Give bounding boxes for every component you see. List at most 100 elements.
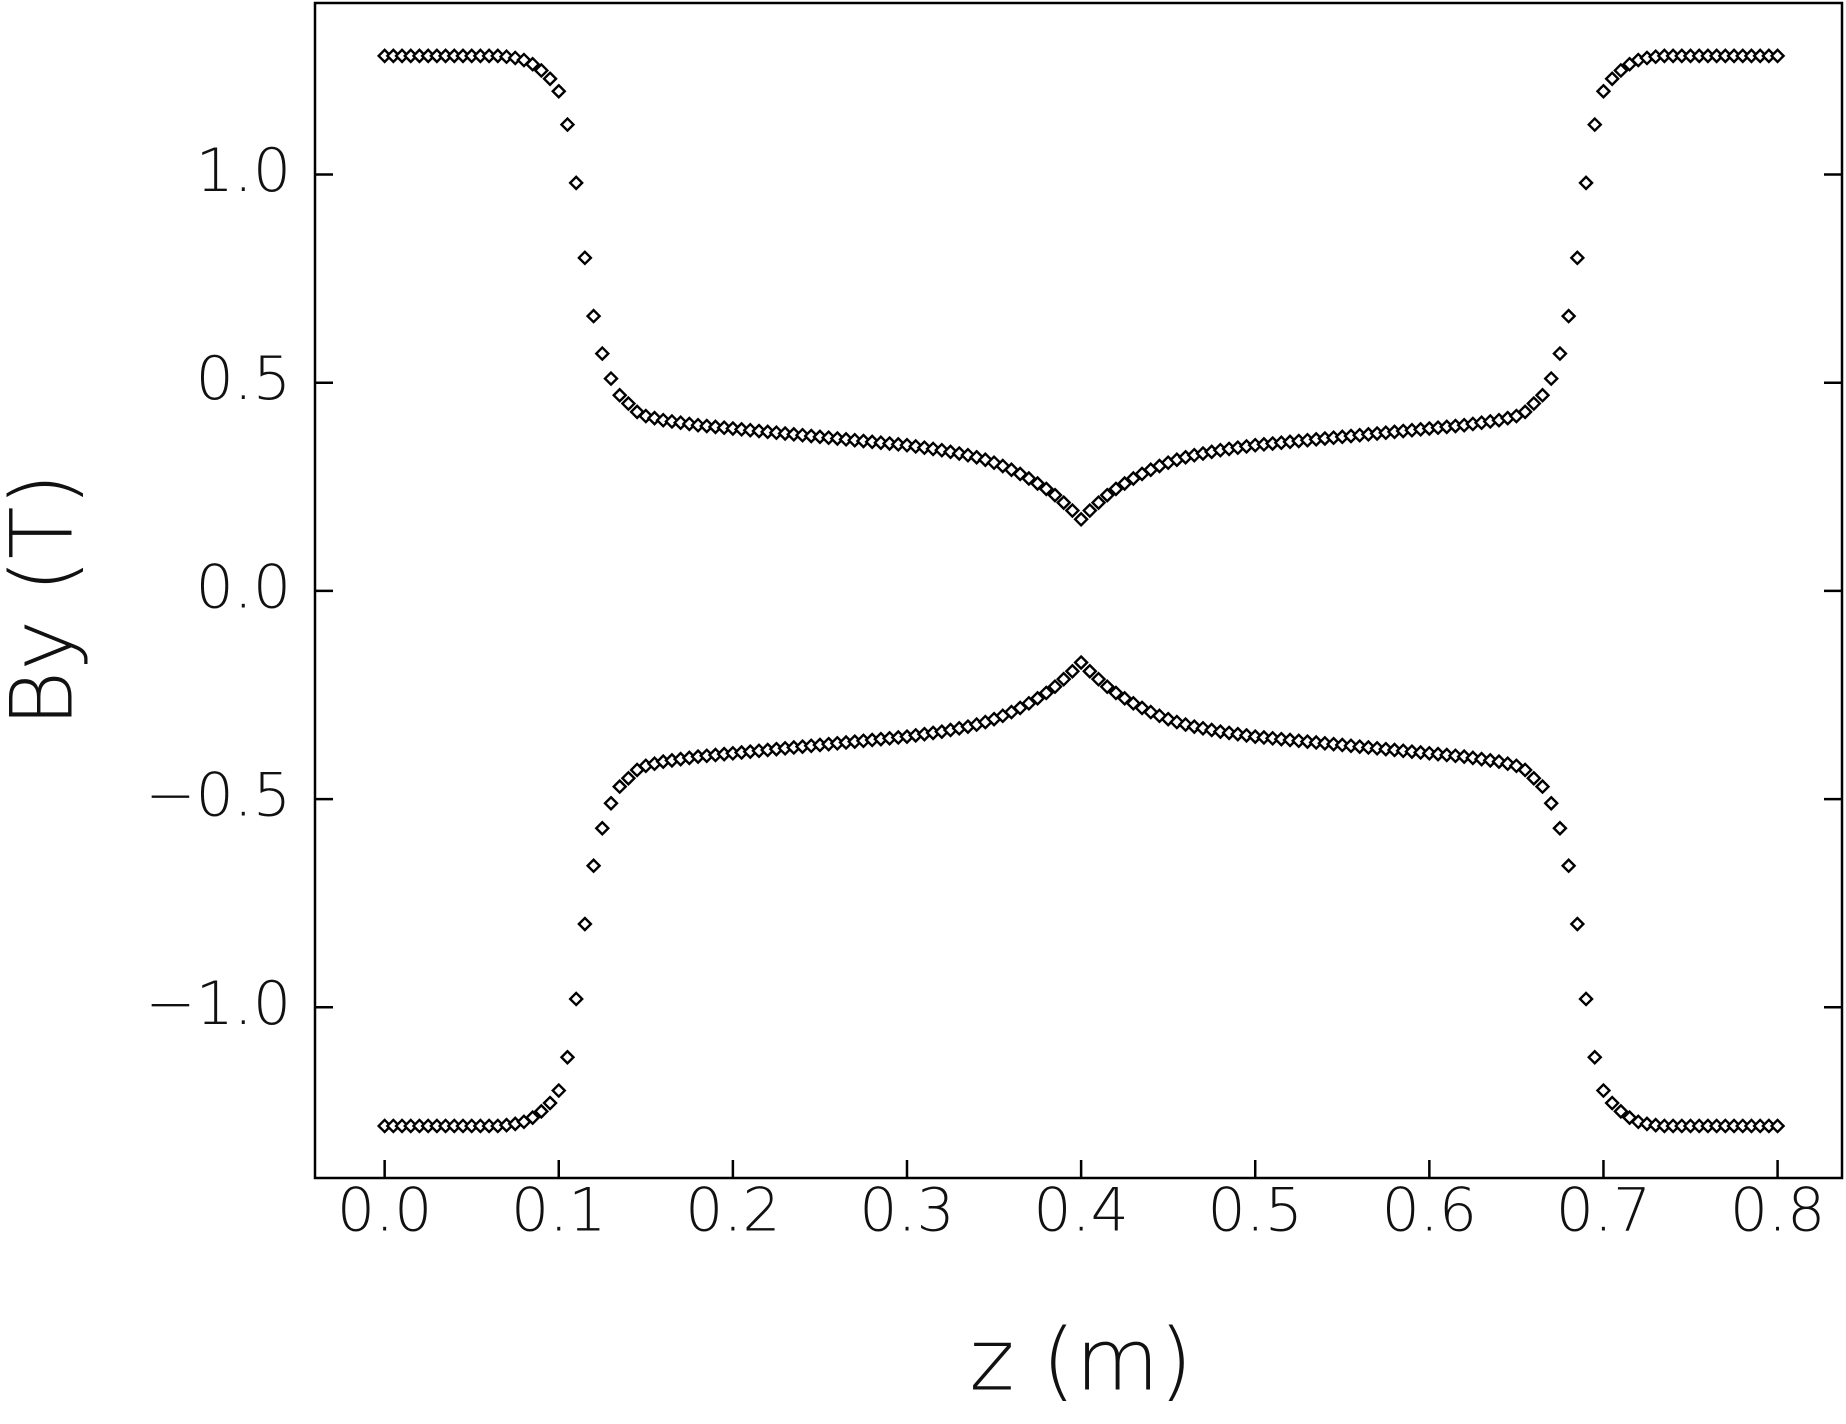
x-axis-label: z (m) xyxy=(969,1311,1192,1411)
marker xyxy=(577,250,593,266)
marker xyxy=(1569,250,1586,266)
x-tick-label: 0.5 xyxy=(1208,1176,1303,1246)
marker xyxy=(1769,48,1786,64)
marker xyxy=(1073,654,1089,671)
marker xyxy=(934,442,950,458)
marker xyxy=(1099,678,1115,695)
marker xyxy=(1595,83,1612,99)
y-tick-label: −0.5 xyxy=(145,761,291,831)
marker xyxy=(603,795,619,811)
y-tick-label: 0.0 xyxy=(196,552,291,622)
marker xyxy=(498,49,515,65)
marker xyxy=(1021,470,1037,487)
marker xyxy=(551,1082,567,1099)
marker xyxy=(620,395,637,412)
marker xyxy=(1526,770,1542,786)
marker xyxy=(1021,695,1037,712)
marker xyxy=(1482,752,1498,769)
marker xyxy=(1160,711,1176,727)
marker xyxy=(1578,991,1594,1007)
marker xyxy=(585,308,602,324)
marker xyxy=(1473,751,1490,767)
marker xyxy=(1517,762,1533,778)
marker xyxy=(655,412,671,428)
marker xyxy=(1526,395,1542,412)
marker xyxy=(542,71,558,87)
y-axis-label: By (T) xyxy=(0,473,93,727)
marker xyxy=(908,438,924,455)
marker xyxy=(1569,916,1586,932)
marker xyxy=(612,387,628,403)
x-tick-label: 0.8 xyxy=(1730,1176,1825,1246)
marker xyxy=(1003,462,1020,478)
marker xyxy=(1587,116,1603,133)
marker xyxy=(585,858,602,874)
marker xyxy=(559,1049,576,1065)
marker xyxy=(568,175,584,191)
marker xyxy=(559,116,576,133)
marker xyxy=(1108,481,1124,497)
marker xyxy=(1769,1118,1786,1134)
marker xyxy=(1534,387,1551,403)
marker xyxy=(524,1109,541,1126)
marker xyxy=(1064,663,1081,679)
x-tick-label: 0.1 xyxy=(511,1176,606,1246)
marker xyxy=(1578,175,1594,191)
marker xyxy=(1621,1109,1638,1126)
marker xyxy=(524,56,541,72)
marker xyxy=(516,52,532,68)
marker xyxy=(629,404,645,420)
marker xyxy=(551,83,567,99)
marker xyxy=(1186,718,1202,735)
marker xyxy=(1456,748,1472,765)
marker xyxy=(1047,678,1063,695)
marker xyxy=(1587,1049,1603,1065)
marker xyxy=(507,50,523,66)
marker xyxy=(612,778,628,795)
marker xyxy=(1534,778,1551,795)
marker xyxy=(1169,714,1185,730)
marker xyxy=(1116,690,1133,707)
marker xyxy=(1500,756,1516,772)
marker xyxy=(1143,704,1159,720)
x-tick-label: 0.0 xyxy=(337,1176,432,1246)
marker xyxy=(577,916,593,932)
marker xyxy=(1056,494,1072,511)
marker xyxy=(1543,370,1559,387)
marker xyxy=(1090,494,1107,511)
marker xyxy=(1082,663,1098,679)
y-tick-label: 0.5 xyxy=(196,344,291,414)
marker xyxy=(533,62,550,79)
marker xyxy=(1038,685,1054,701)
marker xyxy=(568,991,584,1007)
marker xyxy=(1116,475,1133,492)
marker xyxy=(620,770,637,786)
marker xyxy=(925,441,941,457)
marker xyxy=(603,370,619,387)
marker xyxy=(1552,820,1568,836)
marker xyxy=(1108,685,1124,701)
marker xyxy=(1056,671,1072,687)
x-tick-label: 0.3 xyxy=(859,1176,954,1246)
marker xyxy=(1099,487,1115,503)
marker xyxy=(1552,345,1568,362)
x-tick-label: 0.4 xyxy=(1033,1176,1128,1246)
marker xyxy=(1073,511,1089,527)
marker xyxy=(916,439,933,456)
marker xyxy=(542,1095,558,1111)
y-tick-label: −1.0 xyxy=(145,969,291,1039)
marker xyxy=(1029,690,1046,707)
marker xyxy=(1029,475,1046,492)
marker xyxy=(942,444,959,460)
marker xyxy=(1613,62,1629,79)
marker xyxy=(1604,71,1620,87)
marker xyxy=(1604,1095,1620,1111)
marker xyxy=(1560,308,1577,324)
marker xyxy=(1038,481,1054,497)
x-tick-label: 0.7 xyxy=(1556,1176,1651,1246)
y-tick-label: 1.0 xyxy=(196,136,291,206)
marker xyxy=(1517,404,1533,420)
marker xyxy=(1230,726,1246,742)
marker xyxy=(594,345,610,362)
